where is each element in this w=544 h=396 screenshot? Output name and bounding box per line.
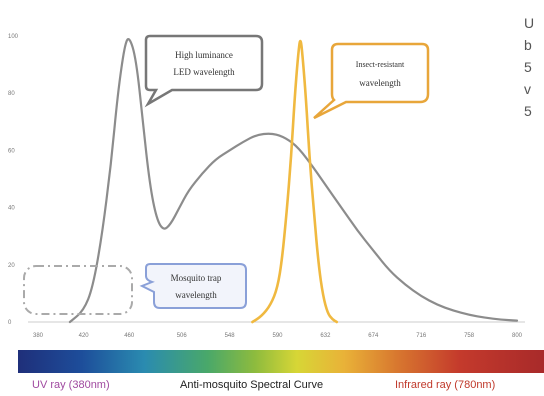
series-layer [68,38,519,324]
x-tick-label: 758 [464,333,475,339]
y-tick-label: 100 [8,34,19,40]
y-tick-label: 0 [8,320,12,326]
y-axis-ticks: 0 20 40 60 80 100 [8,34,19,326]
spectral-curve-caption: Anti-mosquito Spectral Curve [180,379,324,391]
x-tick-label: 674 [368,333,379,339]
side-text-line: U [524,15,535,31]
infrared-ray-label: Infrared ray (780nm) [395,379,496,391]
led-spectrum-line [68,38,519,324]
callout-insect-resistant-line1: Insect-resistant [356,60,405,69]
x-tick-label: 632 [320,333,331,339]
x-tick-label: 800 [512,333,523,339]
y-tick-label: 80 [8,91,15,97]
callout-mosquito-trap: Mosquito trap wavelength [139,263,247,309]
y-tick-label: 60 [8,148,15,154]
x-axis-ticks: 380 420 460 506 548 590 632 674 716 758 800 [33,333,523,339]
y-tick-label: 20 [8,263,15,269]
side-text-line: v [524,81,531,97]
callout-high-luminance-line1: High luminance [175,50,233,60]
callout-mosquito-trap-line1: Mosquito trap [171,273,222,283]
side-text-line: b [524,37,532,53]
uv-region-dashed-box [23,265,133,315]
callout-mosquito-trap-bubble [139,263,247,309]
callout-insect-resistant-line2: wavelength [359,78,401,88]
x-tick-label: 420 [79,333,90,339]
x-tick-label: 716 [416,333,427,339]
callout-high-luminance-bubble [144,34,264,108]
x-tick-label: 548 [225,333,236,339]
y-tick-label: 40 [8,206,15,212]
side-text-fragment: U b 5 v 5 [524,12,544,122]
side-text-line: 5 [524,59,532,75]
callout-insect-resistant-bubble [313,42,430,120]
side-text-line: 5 [524,103,532,119]
spectral-chart: 0 20 40 60 80 100 380 420 460 506 548 590 632 674 716… [8,34,525,339]
uv-ray-label: UV ray (380nm) [32,379,110,391]
visible-spectrum-bar [18,350,544,373]
x-tick-label: 380 [33,333,44,339]
callout-high-luminance-line2: LED wavelength [173,67,235,77]
x-tick-label: 590 [272,333,283,339]
callout-mosquito-trap-line2: wavelength [175,290,217,300]
callout-insect-resistant: Insect-resistant wavelength [313,42,430,120]
callout-high-luminance: High luminance LED wavelength [144,34,264,108]
x-tick-label: 460 [124,333,135,339]
x-tick-label: 506 [177,333,188,339]
insect-resistant-spectrum-line [251,39,339,324]
